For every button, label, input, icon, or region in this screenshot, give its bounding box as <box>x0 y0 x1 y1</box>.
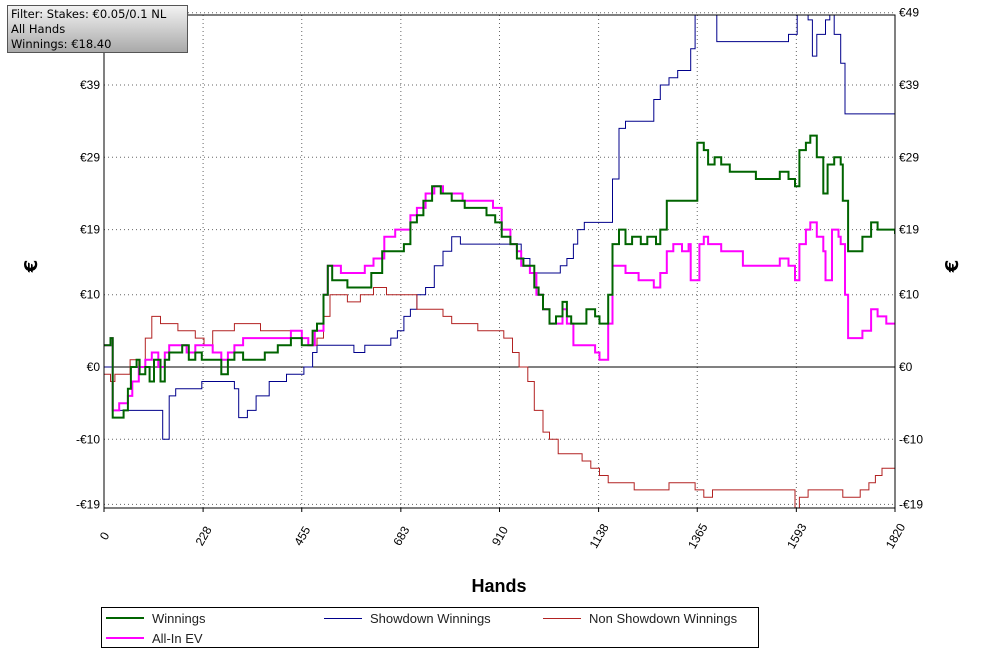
x-tick-label: 228 <box>193 524 215 549</box>
legend-item-allin-ev: All-In EV <box>106 629 203 647</box>
x-tick-label: 683 <box>390 524 412 549</box>
chart-legend: Winnings All-In EV Showdown Winnings Non… <box>101 607 759 648</box>
y-tick-label-right: -€19 <box>899 497 923 511</box>
x-tick-label: 910 <box>489 524 511 549</box>
y-tick-label-left: €0 <box>87 360 101 374</box>
x-tick-label: 1820 <box>883 521 909 551</box>
x-tick-label: 1138 <box>587 521 612 551</box>
legend-label-showdown: Showdown Winnings <box>370 610 491 626</box>
y-tick-label-left: -€19 <box>76 497 100 511</box>
filter-hands-text: All Hands <box>11 22 66 36</box>
y-tick-label-right: -€10 <box>899 432 923 446</box>
plot-border <box>103 14 896 509</box>
legend-swatch-winnings <box>106 617 144 619</box>
legend-swatch-non-showdown <box>543 617 581 619</box>
series-lines <box>104 15 895 508</box>
filter-winnings-text: Winnings: €18.40 <box>11 37 112 51</box>
y-tick-label-left: €10 <box>80 288 100 302</box>
filter-stakes-text: Filter: Stakes: €0.05/0.1 NL <box>11 7 167 21</box>
x-tick-label: 1593 <box>784 521 810 551</box>
y-tick-label-left: €39 <box>80 78 100 92</box>
y-axis-label-right: € <box>942 260 963 274</box>
y-tick-label-left: -€10 <box>76 432 100 446</box>
y-tick-label-right: €39 <box>899 78 919 92</box>
y-tick-label-right: €10 <box>899 288 919 302</box>
y-tick-label-right: €19 <box>899 223 919 237</box>
legend-swatch-allin-ev <box>106 637 144 639</box>
legend-label-winnings: Winnings <box>152 610 206 626</box>
x-tick-label: 0 <box>97 529 113 542</box>
legend-label-non-showdown: Non Showdown Winnings <box>589 610 738 626</box>
y-tick-label-left: €29 <box>80 150 100 164</box>
y-axis-label-left: € <box>21 260 42 274</box>
y-tick-label-left: €19 <box>80 223 100 237</box>
legend-swatch-showdown <box>324 617 362 619</box>
legend-label-allin-ev: All-In EV <box>152 630 203 646</box>
legend-item-non-showdown: Non Showdown Winnings <box>543 609 737 627</box>
series-line-winnings <box>104 134 895 419</box>
legend-item-showdown: Showdown Winnings <box>324 609 491 627</box>
x-tick-label: 455 <box>291 524 313 549</box>
grid-lines <box>104 12 895 508</box>
y-tick-label-right: €29 <box>899 150 919 164</box>
x-axis-label: Hands <box>471 576 526 596</box>
x-tick-label: 1365 <box>685 521 711 551</box>
filter-info-box: Filter: Stakes: €0.05/0.1 NL All Hands W… <box>7 5 188 53</box>
legend-item-winnings: Winnings <box>106 609 205 627</box>
y-tick-label-right: €49 <box>899 6 919 20</box>
y-tick-label-right: €0 <box>899 360 913 374</box>
axes: 02284556839101138136515931820€49€49€39€3… <box>76 6 923 551</box>
